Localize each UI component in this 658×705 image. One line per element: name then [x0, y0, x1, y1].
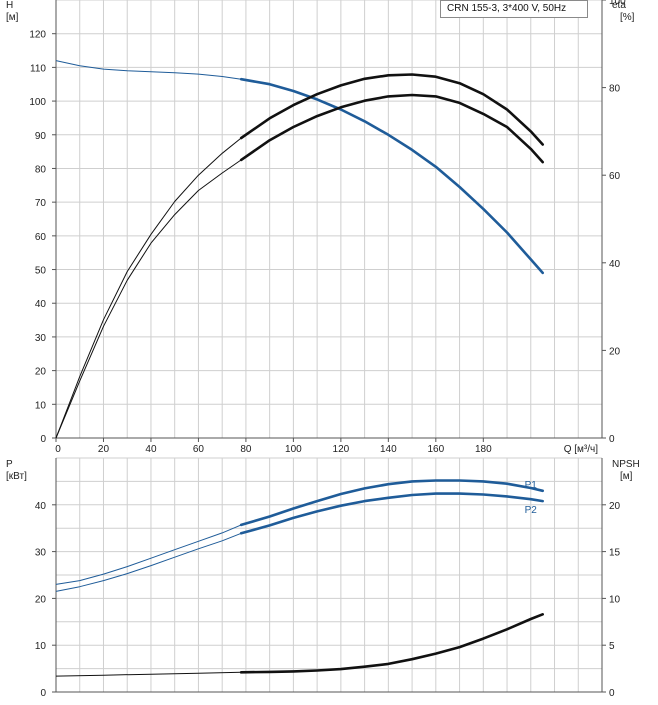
- chart1-left-tick-label: 40: [35, 501, 47, 512]
- chart0-series-1-thin: [56, 138, 241, 438]
- chart0-right-axis-title: eta: [612, 0, 626, 11]
- chart1-right-tick-label: 20: [609, 501, 621, 512]
- chart1-left-tick-label: 20: [35, 594, 47, 605]
- chart1-series-2-thin: [56, 672, 241, 676]
- chart0-left-tick-label: 20: [35, 367, 47, 378]
- chart0-right-tick-label: 40: [609, 259, 621, 270]
- chart0-x-tick-label: 60: [193, 444, 205, 455]
- chart1-right-tick-label: 5: [609, 641, 615, 652]
- chart1-left-tick-label: 0: [40, 688, 46, 699]
- chart1-series-2-line: [241, 614, 543, 672]
- chart1-left-tick-label: 10: [35, 641, 47, 652]
- chart0-left-tick-label: 30: [35, 333, 47, 344]
- chart0-left-tick-label: 120: [29, 30, 46, 41]
- chart0-series-2-thin: [56, 160, 241, 438]
- chart-legend: CRN 155-3, 3*400 V, 50Hz: [440, 0, 588, 18]
- chart1-left-tick-label: 30: [35, 548, 47, 559]
- chart0-left-tick-label: 70: [35, 198, 47, 209]
- chart0-right-tick-label: 0: [609, 434, 615, 445]
- chart0-x-tick-label: 100: [285, 444, 302, 455]
- chart1-right-axis-title: NPSH: [612, 459, 640, 470]
- chart0-left-axis-unit: [м]: [6, 12, 19, 23]
- chart0-left-tick-label: 10: [35, 400, 47, 411]
- chart1-series-1-thin: [56, 533, 241, 591]
- chart0-x-tick-label: 160: [427, 444, 444, 455]
- chart0-right-axis-unit: [%]: [620, 12, 635, 23]
- chart0-x-axis-label: Q [м³/ч]: [564, 444, 599, 455]
- chart0-series-2-line: [241, 95, 543, 162]
- chart0-x-tick-label: 180: [475, 444, 492, 455]
- chart0-right-tick-label: 80: [609, 84, 621, 95]
- chart1-series-label-p1: P1: [525, 480, 538, 491]
- chart0-x-tick-label: 80: [240, 444, 252, 455]
- chart0-left-tick-label: 50: [35, 266, 47, 277]
- chart0-right-tick-label: 20: [609, 346, 621, 357]
- chart0-left-tick-label: 60: [35, 232, 47, 243]
- chart0-x-tick-label: 20: [98, 444, 110, 455]
- chart1-series-label-p2: P2: [525, 505, 538, 516]
- chart1-series-1-line: [241, 494, 543, 534]
- chart0-x-tick-label: 0: [55, 444, 61, 455]
- chart0-series-1-line: [241, 75, 543, 145]
- chart0-left-tick-label: 110: [30, 63, 46, 74]
- chart1-right-tick-label: 0: [609, 688, 615, 699]
- chart0-x-tick-label: 40: [145, 444, 157, 455]
- chart0-left-tick-label: 100: [29, 97, 46, 108]
- chart0-left-tick-label: 80: [35, 164, 47, 175]
- chart1-left-axis-title: P: [6, 459, 13, 470]
- chart0-x-tick-label: 120: [333, 444, 350, 455]
- chart0-left-axis-title: H: [6, 0, 13, 11]
- chart0-left-tick-label: 90: [35, 131, 47, 142]
- chart0-x-tick-label: 140: [380, 444, 397, 455]
- chart0-left-tick-label: 40: [35, 299, 47, 310]
- legend-text: CRN 155-3, 3*400 V, 50Hz: [447, 3, 566, 14]
- chart1-right-tick-label: 10: [609, 594, 621, 605]
- chart0-series-0-thin: [56, 61, 241, 80]
- chart1-left-axis-unit: [кВт]: [6, 471, 27, 482]
- chart1-series-0-line: [241, 481, 543, 525]
- chart1-right-tick-label: 15: [609, 548, 621, 559]
- chart1-right-axis-unit: [м]: [620, 471, 633, 482]
- chart0-left-tick-label: 0: [40, 434, 46, 445]
- chart0-right-tick-label: 60: [609, 171, 621, 182]
